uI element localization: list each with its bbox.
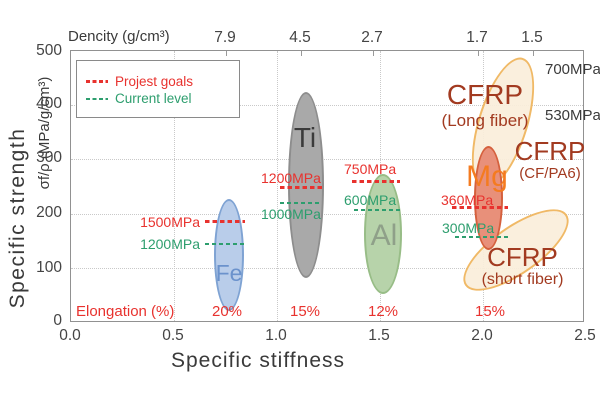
label-mg: Mg — [466, 160, 508, 193]
fe-project-goal-line — [205, 220, 245, 223]
gridline-x-0-5 — [174, 51, 175, 321]
density-tick-2-7: 2.7 — [361, 29, 383, 46]
density-tickmark-1-7 — [478, 51, 479, 56]
mg-current-level-text: 300MPa — [442, 220, 495, 236]
ytick-400: 400 — [36, 95, 62, 112]
xtick-2-0: 2.0 — [471, 327, 493, 344]
cfrp-pa6-title: CFRP — [514, 136, 586, 166]
ellipse-fe — [214, 199, 244, 311]
cfrp-short-subtitle: (short fiber) — [481, 271, 564, 288]
mg-project-goal-text: 360MPa — [441, 192, 494, 208]
ytick-0: 0 — [53, 312, 62, 329]
elongation-value-al: 12% — [367, 303, 399, 320]
current-level-dash-icon — [86, 97, 108, 100]
label-cfrp-short-fiber: CFRP (short fiber) — [465, 244, 580, 288]
gridline-y-100 — [71, 268, 583, 269]
legend-project-goals-label: Projest goals — [115, 74, 194, 89]
gridline-y-400 — [71, 105, 583, 106]
fe-current-level-line — [205, 243, 245, 245]
ellipse-ti — [288, 92, 324, 278]
project-goals-dash-icon — [86, 80, 108, 83]
elongation-value-fe: 20% — [211, 303, 243, 320]
cfrp-700mpa-label: 700MPa — [545, 61, 600, 78]
legend: Projest goals Current level — [76, 60, 240, 118]
al-project-goal-text: 750MPa — [344, 161, 397, 177]
density-tick-7-9: 7.9 — [214, 29, 236, 46]
ti-current-level-line — [280, 202, 322, 204]
elongation-label: Elongation (%) — [76, 303, 175, 320]
xtick-1-0: 1.0 — [265, 327, 287, 344]
ti-project-goal-line — [280, 186, 322, 189]
fe-current-level-text: 1200MPa — [140, 236, 200, 252]
cfrp-short-title: CFRP — [487, 242, 558, 272]
ellipse-mg — [474, 146, 503, 250]
ytick-100: 100 — [36, 259, 62, 276]
al-project-goal-line — [352, 180, 400, 183]
ytick-200: 200 — [36, 204, 62, 221]
cfrp-long-title: CFRP — [446, 79, 524, 110]
mg-project-goal-line — [452, 206, 508, 209]
elongation-value-mg: 15% — [474, 303, 506, 320]
cfrp-pa6-subtitle: (CF/PA6) — [519, 165, 581, 182]
elongation-value-ti: 15% — [289, 303, 321, 320]
label-ti: Ti — [293, 122, 317, 153]
gridline-y-200 — [71, 214, 583, 215]
density-tickmark-2-7 — [373, 51, 374, 56]
fe-project-goal-text: 1500MPa — [140, 214, 200, 230]
density-tick-4-5: 4.5 — [289, 29, 311, 46]
ytick-300: 300 — [36, 149, 62, 166]
legend-item-project-goals: Projest goals — [86, 73, 239, 90]
ellipse-al — [364, 174, 402, 294]
label-fe: Fe — [215, 260, 243, 286]
al-current-level-line — [354, 209, 402, 211]
density-tickmark-4-5 — [301, 51, 302, 56]
x-axis-title: Specific stiffness — [170, 349, 345, 372]
cfrp-530mpa-label: 530MPa — [545, 107, 600, 124]
mg-current-level-line — [455, 236, 510, 238]
xtick-0-0: 0.0 — [59, 327, 81, 344]
density-tickmark-7-9 — [226, 51, 227, 56]
xtick-1-5: 1.5 — [368, 327, 390, 344]
label-cfrp-long-fiber: CFRP (Long fiber) — [425, 79, 545, 130]
gridline-y-300 — [71, 159, 583, 160]
cfrp-long-subtitle: (Long fiber) — [441, 111, 529, 130]
density-tickmark-1-5 — [533, 51, 534, 56]
label-cfrp-cf-pa6: CFRP (CF/PA6) — [505, 138, 595, 181]
xtick-2-5: 2.5 — [574, 327, 596, 344]
density-tick-1-7: 1.7 — [466, 29, 488, 46]
label-al: Al — [370, 219, 398, 252]
gridline-x-1-0 — [277, 51, 278, 321]
ti-current-level-text: 1000MPa — [261, 206, 321, 222]
y-axis-unit-label: σf/ρ (MPa/g/cm³) — [36, 76, 53, 190]
legend-current-level-label: Current level — [115, 91, 192, 106]
ti-project-goal-text: 1200MPa — [261, 170, 321, 186]
y-axis-title: Specific strength — [6, 127, 29, 309]
density-tick-1-5: 1.5 — [521, 29, 543, 46]
xtick-0-5: 0.5 — [162, 327, 184, 344]
ytick-500: 500 — [36, 42, 62, 59]
al-current-level-text: 600MPa — [344, 192, 397, 208]
density-axis-label: Dencity (g/cm³) — [68, 28, 170, 45]
legend-item-current-level: Current level — [86, 90, 239, 107]
